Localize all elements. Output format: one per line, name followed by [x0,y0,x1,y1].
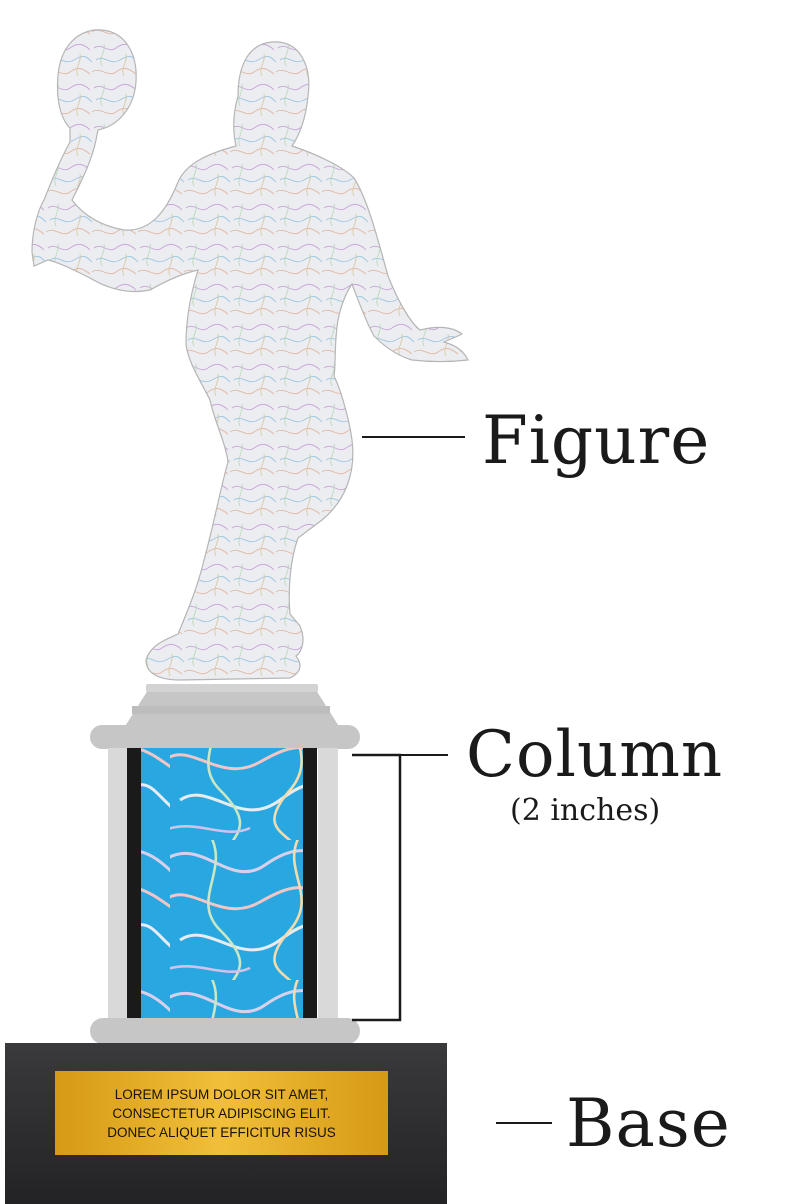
plate-line: DONEC ALIQUET EFFICITUR RISUS [107,1124,336,1140]
base-label: Base [566,1085,731,1162]
figure-silhouette [31,29,469,681]
column-label: Column [466,718,724,792]
column-bottom-cap [90,1018,360,1044]
figure-label: Figure [482,402,711,479]
plate-line: LOREM IPSUM DOLOR SIT AMET, [114,1086,329,1102]
column-edge-left [127,748,141,1024]
column-frame-right [318,748,338,1024]
engraving-plate [55,1071,388,1155]
column-callout-bracket [352,753,402,1022]
pedestal-top-lip [146,684,318,692]
column-top-cap [90,725,360,749]
plate-line: CONSECTETUR ADIPISCING ELIT. [112,1105,331,1121]
plate-text: LOREM IPSUM DOLOR SIT AMET, CONSECTETUR … [55,1071,388,1155]
pedestal-ring [132,706,330,714]
column-edge-right [303,748,317,1024]
column-size-label: (2 inches) [510,793,661,828]
column-frame-left [108,748,128,1024]
column-panel [141,748,303,1024]
